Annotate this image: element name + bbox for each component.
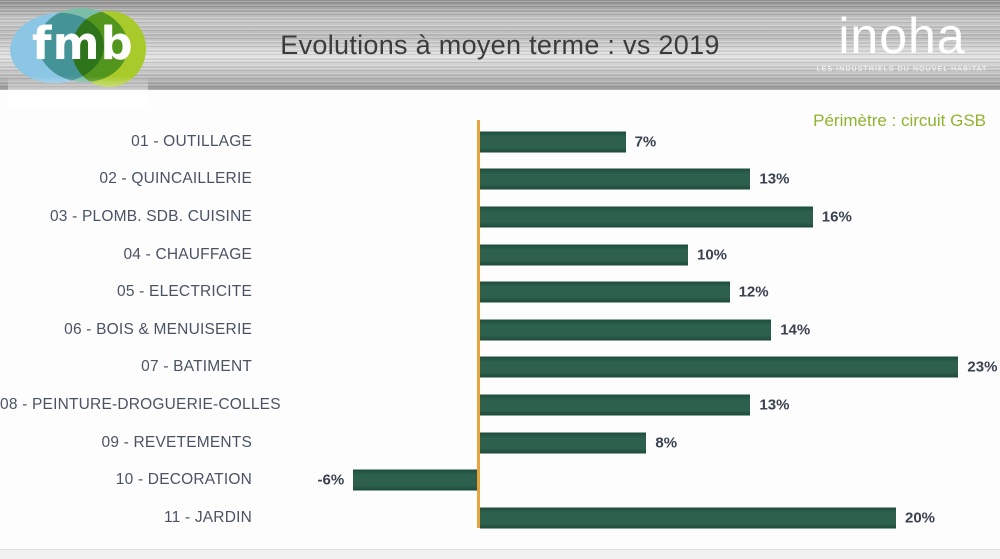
category-label: 05 - ELECTRICITE [117, 283, 252, 301]
bottom-strip [0, 549, 1000, 559]
bar-zone: 7% [252, 123, 1000, 161]
category-label: 02 - QUINCAILLERIE [99, 170, 252, 188]
category-label: 01 - OUTILLAGE [131, 132, 252, 150]
chart-row: 06 - BOIS & MENUISERIE 14% [0, 311, 1000, 349]
bar-zone: 16% [252, 198, 1000, 236]
chart-area: Périmètre : circuit GSB 01 - OUTILLAGE 7… [0, 90, 1000, 549]
bar-zone: 23% [252, 349, 1000, 387]
bar [480, 394, 751, 416]
bar-zone: -6% [252, 461, 1000, 499]
bar-zone: 14% [252, 311, 1000, 349]
fmb-logo-fade [8, 5, 148, 107]
chart-row: 11 - JARDIN 20% [0, 499, 1000, 537]
chart-row: 05 - ELECTRICITE 12% [0, 273, 1000, 311]
bar-zone: 13% [252, 161, 1000, 199]
category-label: 08 - PEINTURE-DROGUERIE-COLLES [0, 395, 281, 413]
value-label: 16% [821, 208, 852, 226]
value-label: 14% [780, 321, 811, 339]
bar [480, 432, 647, 454]
fmb-logo: fmb [6, 4, 151, 107]
chart-row: 09 - REVETEMENTS 8% [0, 424, 1000, 462]
value-label: 8% [655, 434, 678, 452]
category-label: 09 - REVETEMENTS [101, 433, 252, 451]
bar-zone: 12% [252, 273, 1000, 311]
fmb-logo-text: fmb [32, 17, 134, 70]
bar [480, 281, 730, 303]
perimeter-annotation: Périmètre : circuit GSB [813, 111, 986, 130]
bar-zone: 20% [252, 499, 1000, 537]
bar [480, 131, 626, 153]
bar [480, 168, 751, 190]
value-label: 7% [634, 133, 657, 151]
page-title: Evolutions à moyen terme : vs 2019 [280, 29, 720, 60]
value-label: 12% [738, 283, 769, 301]
bar [480, 507, 896, 529]
inoha-logo: inoha LES INDUSTRIELS DU NOUVEL HABITAT [816, 8, 988, 86]
value-label: -6% [317, 471, 345, 489]
value-label: 10% [697, 246, 728, 264]
chart-row: 04 - CHAUFFAGE 10% [0, 236, 1000, 274]
chart-row: 07 - BATIMENT 23% [0, 349, 1000, 387]
chart-row: 02 - QUINCAILLERIE 13% [0, 161, 1000, 199]
bar-zone: 8% [252, 424, 1000, 462]
chart-row: 03 - PLOMB. SDB. CUISINE 16% [0, 198, 1000, 236]
bar [480, 356, 959, 378]
value-label: 20% [905, 509, 936, 527]
category-label: 10 - DECORATION [115, 471, 252, 489]
value-label: 13% [759, 170, 790, 188]
category-label: 03 - PLOMB. SDB. CUISINE [49, 207, 252, 225]
value-label: 23% [967, 358, 998, 376]
bar [353, 469, 478, 491]
category-label: 04 - CHAUFFAGE [123, 245, 252, 263]
bar-zone: 13% [252, 386, 1000, 424]
chart-row: 10 - DECORATION -6% [0, 461, 1000, 499]
category-label: 06 - BOIS & MENUISERIE [64, 320, 252, 338]
header-banner: Evolutions à moyen terme : vs 2019 inoha… [0, 0, 1000, 90]
value-label: 13% [759, 396, 790, 414]
bar-zone: 10% [252, 236, 1000, 274]
inoha-logo-text: inoha [838, 8, 966, 64]
chart-row: 08 - PEINTURE-DROGUERIE-COLLES 13% [0, 386, 1000, 424]
bar [480, 206, 813, 228]
bar [480, 244, 688, 266]
category-label: 07 - BATIMENT [141, 358, 252, 376]
bar-chart: 01 - OUTILLAGE 7% 02 - QUINCAILLERIE 13%… [0, 123, 1000, 537]
chart-row: 01 - OUTILLAGE 7% [0, 123, 1000, 161]
category-label: 11 - JARDIN [163, 508, 252, 526]
bar [480, 319, 772, 341]
axis-baseline [477, 120, 480, 528]
inoha-logo-tagline: LES INDUSTRIELS DU NOUVEL HABITAT [816, 66, 988, 73]
